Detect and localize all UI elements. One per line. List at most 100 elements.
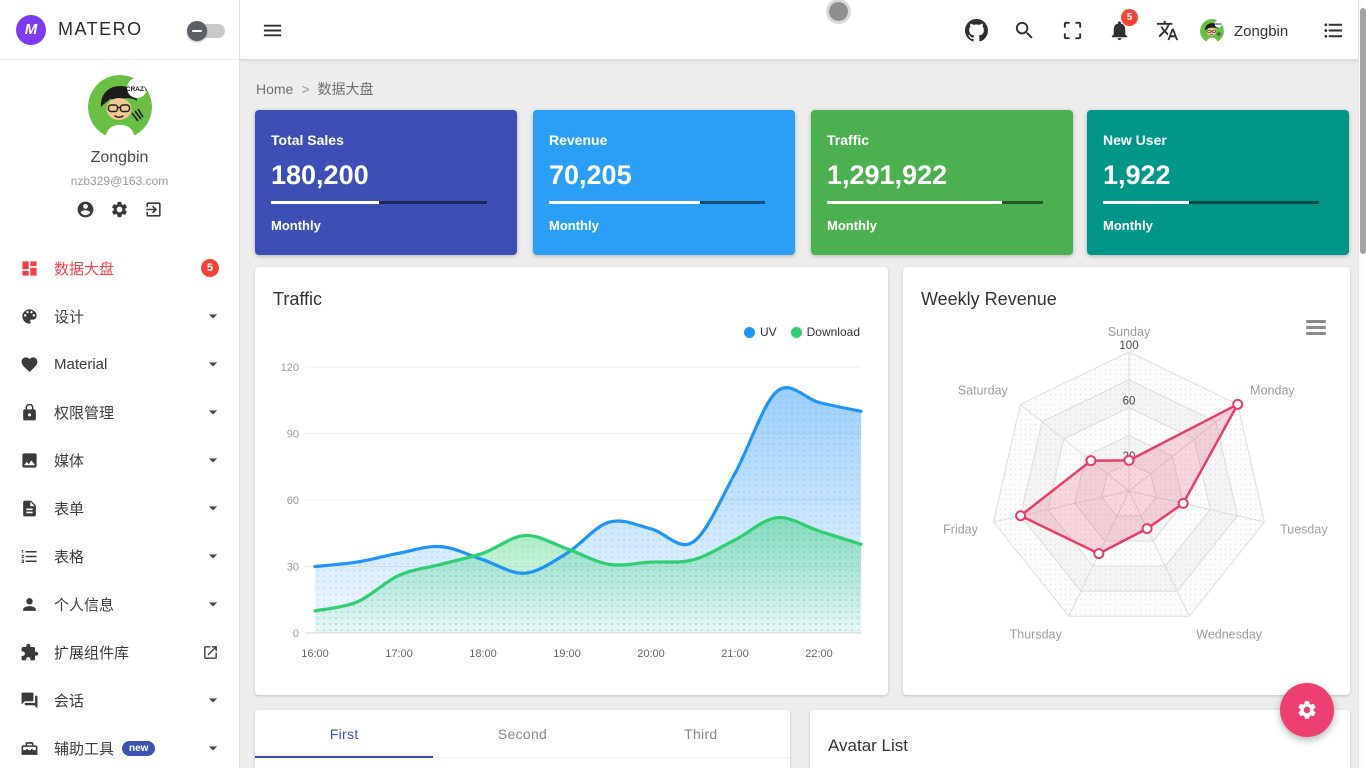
- brand-name: MATERO: [58, 19, 143, 39]
- legend-item-download[interactable]: Download: [790, 325, 860, 339]
- sidebar-item-extensions[interactable]: 扩展组件库: [0, 628, 239, 676]
- sidebar-item-sessions[interactable]: 会话: [0, 676, 239, 724]
- main-content: Home > 数据大盘 Total Sales 180,200 Monthly Re…: [240, 60, 1366, 768]
- sidebar-collapse-toggle[interactable]: [187, 21, 225, 41]
- breadcrumb: Home > 数据大盘: [256, 79, 374, 99]
- account-icon[interactable]: [76, 200, 95, 219]
- svg-text:Thursday: Thursday: [1010, 628, 1063, 642]
- lock-icon: [20, 403, 39, 422]
- form-icon: [20, 499, 39, 518]
- download-legend-dot-icon: [790, 326, 802, 338]
- logout-icon[interactable]: [144, 200, 163, 219]
- svg-text:60: 60: [287, 495, 299, 507]
- translate-icon[interactable]: [1156, 19, 1179, 42]
- chevron-down-icon: [203, 306, 223, 326]
- tabs-row: First Second Third: [255, 710, 790, 758]
- new-badge: new: [122, 740, 156, 756]
- uv-legend-dot-icon: [743, 326, 755, 338]
- image-icon: [20, 451, 39, 470]
- progress-bar: [271, 201, 487, 204]
- svg-text:120: 120: [281, 362, 299, 374]
- sidebar-item-profile[interactable]: 个人信息: [0, 580, 239, 628]
- brand-row: M MATERO: [0, 0, 239, 60]
- sidebar-item-dashboard[interactable]: 数据大盘 5: [0, 244, 239, 292]
- user-email: nzb329@163.com: [70, 174, 169, 188]
- sidebar-item-tables[interactable]: 表格: [0, 532, 239, 580]
- chart-toolbox-menu-icon[interactable]: [1306, 320, 1326, 336]
- sidebar-item-media[interactable]: 媒体: [0, 436, 239, 484]
- topbar-user-name[interactable]: Zongbin: [1234, 23, 1289, 40]
- palette-icon: [20, 307, 39, 326]
- tab-second[interactable]: Second: [497, 725, 548, 742]
- svg-text:16:00: 16:00: [301, 648, 329, 660]
- stat-card-revenue: Revenue 70,205 Monthly: [533, 110, 795, 255]
- traffic-area-chart: 0 30 60 90 120 16:00 17:00 18:00 19:00 20:00 21:00…: [255, 345, 888, 675]
- svg-text:17:00: 17:00: [385, 648, 413, 660]
- menu-hamburger-icon[interactable]: [261, 19, 284, 42]
- svg-text:Friday: Friday: [943, 522, 978, 536]
- gear-icon: [1298, 701, 1316, 719]
- svg-text:22:00: 22:00: [805, 648, 833, 660]
- stat-card-total-sales: Total Sales 180,200 Monthly: [255, 110, 517, 255]
- settings-list-icon[interactable]: [1322, 19, 1345, 42]
- sidebar-item-permissions[interactable]: 权限管理: [0, 388, 239, 436]
- sidebar: M MATERO Zongbin nzb329@163.com 数据大盘 5 设…: [0, 0, 240, 768]
- traffic-chart-card: Traffic UV Download 0 30 60 90 120 16:00 17:00…: [255, 267, 888, 695]
- sidebar-menu: 数据大盘 5 设计 Material 权限管理 媒体: [0, 244, 239, 768]
- heart-icon: [20, 355, 39, 374]
- weekly-revenue-title: Weekly Revenue: [921, 289, 1057, 309]
- settings-fab-button[interactable]: [1280, 683, 1334, 737]
- avatar-list-title: Avatar List: [828, 736, 909, 755]
- matero-logo-icon: M: [16, 14, 46, 45]
- cursor-dot: [829, 2, 848, 21]
- fullscreen-icon[interactable]: [1061, 19, 1084, 42]
- chat-icon: [20, 691, 39, 710]
- svg-text:30: 30: [287, 562, 299, 574]
- chevron-down-icon: [203, 546, 223, 566]
- chevron-down-icon: [203, 498, 223, 518]
- svg-text:21:00: 21:00: [721, 648, 749, 660]
- svg-text:Wednesday: Wednesday: [1196, 628, 1263, 642]
- chevron-down-icon: [203, 690, 223, 710]
- active-tab-indicator: [255, 756, 433, 758]
- extension-icon: [20, 643, 39, 662]
- progress-bar: [827, 201, 1043, 204]
- svg-text:18:00: 18:00: [469, 648, 497, 660]
- notifications-bell-icon[interactable]: [1108, 19, 1131, 42]
- svg-text:19:00: 19:00: [553, 648, 581, 660]
- breadcrumb-home[interactable]: Home: [256, 81, 294, 97]
- sidebar-item-utilities[interactable]: 辅助工具 new: [0, 724, 239, 768]
- scrollbar-thumb[interactable]: [1360, 8, 1366, 254]
- open-in-new-icon: [202, 644, 219, 661]
- svg-text:Saturday: Saturday: [958, 383, 1009, 397]
- search-icon[interactable]: [1013, 19, 1036, 42]
- dashboard-icon: [20, 259, 39, 278]
- sidebar-item-forms[interactable]: 表单: [0, 484, 239, 532]
- svg-text:Sunday: Sunday: [1108, 325, 1151, 339]
- dashboard-badge: 5: [201, 259, 219, 277]
- chevron-down-icon: [203, 354, 223, 374]
- settings-icon[interactable]: [110, 200, 129, 219]
- chevron-down-icon: [203, 738, 223, 758]
- notification-badge: 5: [1121, 9, 1138, 26]
- breadcrumb-current: 数据大盘: [317, 81, 374, 97]
- avatar-list-card: Avatar List: [810, 710, 1350, 768]
- sidebar-item-material[interactable]: Material: [0, 340, 239, 388]
- sidebar-item-design[interactable]: 设计: [0, 292, 239, 340]
- legend-item-uv[interactable]: UV: [743, 325, 777, 339]
- svg-text:100: 100: [1119, 340, 1138, 352]
- tab-third[interactable]: Third: [684, 725, 718, 742]
- stat-card-new-user: New User 1,922 Monthly: [1087, 110, 1349, 255]
- toolbox-icon: [20, 739, 39, 758]
- svg-text:20:00: 20:00: [637, 648, 665, 660]
- progress-bar: [549, 201, 765, 204]
- svg-text:90: 90: [287, 429, 299, 441]
- svg-text:60: 60: [1123, 396, 1136, 408]
- traffic-chart-title: Traffic: [273, 289, 323, 309]
- tab-first[interactable]: First: [329, 725, 359, 742]
- svg-text:Monday: Monday: [1250, 383, 1295, 397]
- github-icon[interactable]: [965, 19, 988, 42]
- topbar-avatar[interactable]: [1200, 19, 1224, 43]
- topbar: 5 Zongbin: [240, 0, 1366, 60]
